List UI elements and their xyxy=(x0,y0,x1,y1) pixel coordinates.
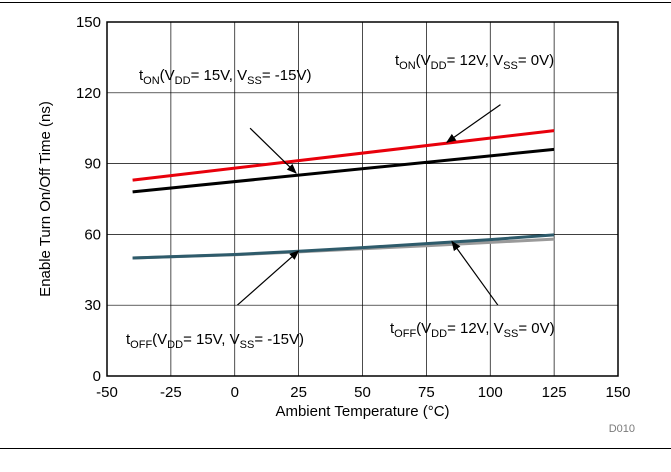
y-tick-label: 90 xyxy=(84,156,101,173)
x-tick-label: 100 xyxy=(478,384,503,401)
annotation-arrow xyxy=(249,127,297,174)
series-line-2 xyxy=(132,147,555,194)
plot-frame xyxy=(106,21,619,377)
annotation-arrow xyxy=(451,240,499,306)
x-tick-label: 150 xyxy=(605,384,630,401)
x-tick-label: -25 xyxy=(160,384,182,401)
bottom-rule xyxy=(0,448,671,449)
annotation-arrow xyxy=(236,250,300,306)
series-group xyxy=(132,129,555,260)
annotation-label: tOFF(VDD= 15V, VSS= -15V) xyxy=(126,331,304,351)
x-axis-label: Ambient Temperature (°C) xyxy=(275,403,449,420)
annotation-label: tOFF(VDD= 12V, VSS= 0V) xyxy=(390,320,555,340)
figure-id: D010 xyxy=(609,423,635,435)
x-tick-label: 125 xyxy=(542,384,567,401)
y-tick-label: 0 xyxy=(93,368,101,385)
tick-labels: -50 -25 0 25 50 75 100 125 150 0 30 60 90 120 150 xyxy=(76,14,631,401)
annotations: tON(VDD= 15V, VSS= -15V) tON(VDD= 12V, VS… xyxy=(126,52,555,351)
y-tick-label: 120 xyxy=(76,85,101,102)
annotation-label: tON(VDD= 15V, VSS= -15V) xyxy=(139,67,311,87)
top-rule xyxy=(0,2,671,3)
x-tick-label: -50 xyxy=(96,384,118,401)
y-tick-label: 30 xyxy=(84,297,101,314)
y-tick-label: 60 xyxy=(84,226,101,243)
y-tick-label: 150 xyxy=(76,14,101,31)
x-tick-label: 25 xyxy=(290,384,307,401)
y-axis-label: Enable Turn On/Off Time (ns) xyxy=(37,101,54,297)
gridlines xyxy=(106,21,619,377)
x-tick-label: 0 xyxy=(231,384,239,401)
x-tick-label: 50 xyxy=(354,384,371,401)
annotation-label: tON(VDD= 12V, VSS= 0V) xyxy=(395,52,554,72)
x-tick-label: 75 xyxy=(418,384,435,401)
series-line-1 xyxy=(132,129,555,182)
series-line-4 xyxy=(132,233,555,260)
annotation-arrow xyxy=(445,104,501,143)
